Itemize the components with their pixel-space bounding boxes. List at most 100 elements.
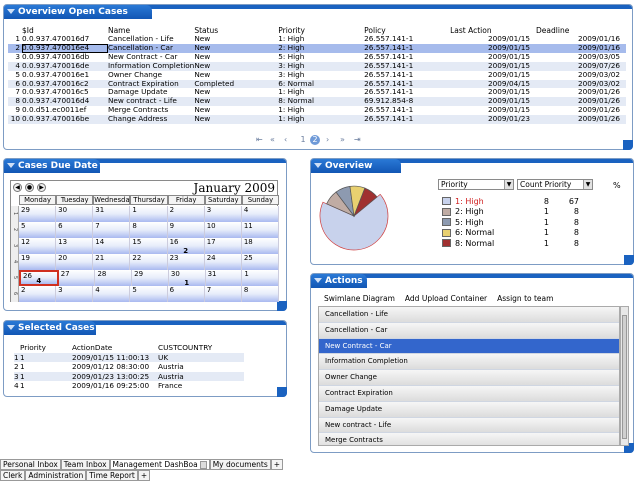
legend-row[interactable]: 6: Normal 1 8 [440, 228, 581, 239]
table-row[interactable]: 8 0.0.937.470016d4 New contract - Life New 8… [8, 97, 626, 107]
table-row[interactable]: 4 1 2009/01/16 09:25:00 France [14, 381, 244, 391]
calendar-day-cell[interactable]: 30 1 [168, 270, 206, 287]
calendar-day-cell[interactable]: 7 [93, 222, 131, 238]
table-row[interactable]: 9 0.0.d51.ec0011ef Merge Contracts New 1: Hi… [8, 106, 626, 115]
toolbar-action-button[interactable]: Add Upload Container [404, 294, 488, 303]
panel-title[interactable]: Overview Open [311, 159, 401, 185]
table-row[interactable]: 3 0.0.937.470016db New Contract - Car New 5:… [8, 53, 626, 62]
action-item[interactable]: Cancellation - Life [319, 307, 619, 323]
tab-1[interactable]: Team Inbox [60, 459, 110, 470]
panel-title[interactable]: Selected Cases [4, 321, 96, 335]
table-row[interactable]: 2 1 2009/01/12 08:30:00 Austria [14, 362, 244, 372]
action-item[interactable]: Damage Update [319, 401, 619, 418]
calendar-day-cell[interactable]: 30 [56, 206, 94, 222]
collapse-triangle-icon[interactable] [7, 325, 15, 330]
column-header[interactable]: Last Action [450, 25, 492, 35]
panel-title[interactable]: Actions [311, 274, 367, 288]
toolbar-action-button[interactable]: Swimlane Diagram [324, 294, 395, 303]
calendar-day-cell[interactable]: 5 [130, 286, 168, 302]
legend-row[interactable]: 2: High 1 8 [440, 207, 581, 218]
tab-0[interactable]: Personal Inbox [0, 459, 61, 470]
tab-0[interactable]: Clerk [0, 470, 26, 481]
collapse-triangle-icon[interactable] [314, 163, 322, 168]
table-row[interactable]: 6 0.0.937.470016c2 Contract Expiration Comp… [8, 79, 626, 89]
prev-month-icon[interactable]: ◀ [13, 183, 22, 192]
tab-1[interactable]: Administration [25, 470, 87, 481]
actions-scrollbar[interactable] [620, 306, 629, 446]
scrollbar-thumb[interactable] [622, 315, 627, 439]
calendar-day-cell[interactable]: 21 [93, 254, 131, 270]
calendar-day-cell[interactable]: 27 [58, 270, 96, 286]
calendar-day-cell[interactable]: 11 [241, 222, 279, 238]
column-header[interactable]: Name [107, 25, 131, 35]
tab-3[interactable]: My documents [209, 459, 271, 470]
column-header[interactable]: ActionDate [72, 343, 113, 353]
toolbar-action-button[interactable]: Assign to team [497, 294, 554, 303]
calendar-day-cell[interactable]: 4 [241, 206, 279, 222]
panel-title[interactable]: Cases Due Date [4, 159, 100, 173]
calendar-day-cell[interactable]: 28 [95, 270, 133, 286]
tab-2[interactable]: Management DashBoa [109, 459, 210, 470]
pager-first-icon[interactable]: ⇤ [256, 135, 263, 144]
action-item[interactable]: Contract Expiration [319, 385, 619, 402]
legend-row[interactable]: 5: High 1 8 [440, 217, 581, 228]
next-month-icon[interactable]: ▶ [37, 183, 46, 192]
action-item[interactable]: Merge Contracts [319, 433, 619, 445]
pager-prev-many-icon[interactable]: « [270, 135, 275, 144]
column-header[interactable]: Deadline [536, 25, 570, 35]
column-header[interactable]: CUSTCOUNTRY [158, 343, 213, 353]
calendar-day-cell[interactable]: 23 [167, 254, 205, 270]
action-item[interactable]: Information Completion [319, 354, 619, 371]
pie-slice[interactable] [319, 193, 389, 251]
tab-3[interactable]: + [137, 470, 151, 481]
column-header[interactable]: Priority [20, 343, 46, 353]
page-number[interactable]: 1 [300, 135, 306, 144]
table-row[interactable]: 10 0.0.937.470016be Change Address New 1: Hi… [8, 115, 626, 125]
calendar-day-cell[interactable]: 10 [204, 222, 242, 238]
calendar-day-cell[interactable]: 3 [204, 206, 242, 222]
calendar-day-cell[interactable]: 31 [93, 206, 131, 222]
calendar-day-cell[interactable]: 4 [93, 286, 131, 302]
legend-row[interactable]: 8: Normal 1 8 [440, 238, 581, 249]
calendar-day-cell[interactable]: 6 [167, 286, 205, 302]
table-row[interactable]: 7 0.0.937.470016c5 Damage Update New 1: High… [8, 88, 626, 97]
calendar-day-cell[interactable]: 17 [204, 238, 242, 254]
calendar-day-cell[interactable]: 8 [130, 222, 168, 238]
priority-dropdown[interactable]: Priority ▼ [438, 179, 514, 190]
collapse-triangle-icon[interactable] [7, 9, 15, 14]
calendar-day-cell[interactable]: 16 2 [167, 238, 205, 255]
calendar-day-cell[interactable]: 6 [56, 222, 94, 238]
tab-4[interactable]: + [270, 459, 284, 470]
calendar-day-cell[interactable]: 8 [241, 286, 279, 302]
calendar-day-cell[interactable]: 31 [205, 270, 243, 286]
collapse-triangle-icon[interactable] [7, 163, 15, 168]
action-item[interactable]: New contract - Life [319, 417, 619, 434]
calendar-day-cell[interactable]: 3 [56, 286, 94, 302]
page-number[interactable]: 2 [310, 135, 320, 145]
count-priority-dropdown[interactable]: Count Priority ▼ [517, 179, 593, 190]
calendar-day-cell[interactable]: 1 [130, 206, 168, 222]
calendar-day-cell[interactable]: 14 [93, 238, 131, 254]
table-row[interactable]: 1 1 2009/01/15 11:00:13 UK [14, 352, 244, 362]
calendar-day-cell[interactable]: 18 [241, 238, 279, 254]
calendar-day-cell[interactable]: 1 [242, 270, 280, 286]
collapse-triangle-icon[interactable] [314, 278, 322, 283]
calendar-day-cell[interactable]: 22 [130, 254, 168, 270]
action-item[interactable]: New Contract - Car [319, 338, 619, 355]
table-row[interactable]: 5 0.0.937.470016e1 Owner Change New 3: High 2… [8, 71, 626, 80]
pager-next-many-icon[interactable]: » [340, 135, 345, 144]
action-item[interactable]: Cancellation - Car [319, 322, 619, 339]
calendar-day-cell[interactable]: 29 [132, 270, 169, 286]
calendar-day-cell[interactable]: 2 [167, 206, 205, 222]
today-icon[interactable]: ● [25, 183, 34, 192]
column-header[interactable]: $Id [21, 25, 34, 35]
column-header[interactable]: Status [194, 25, 219, 35]
calendar-day-cell[interactable]: 24 [204, 254, 242, 270]
calendar-day-cell[interactable]: 26 4 [19, 270, 59, 286]
action-item[interactable]: Owner Change [319, 370, 619, 386]
calendar-day-cell[interactable]: 19 [19, 254, 57, 270]
calendar-day-cell[interactable]: 15 [130, 238, 168, 254]
panel-title[interactable]: Overview Open Cases [4, 5, 152, 19]
legend-row[interactable]: 1: High 8 67 [440, 196, 581, 207]
pager-prev-icon[interactable]: ‹ [284, 135, 288, 144]
